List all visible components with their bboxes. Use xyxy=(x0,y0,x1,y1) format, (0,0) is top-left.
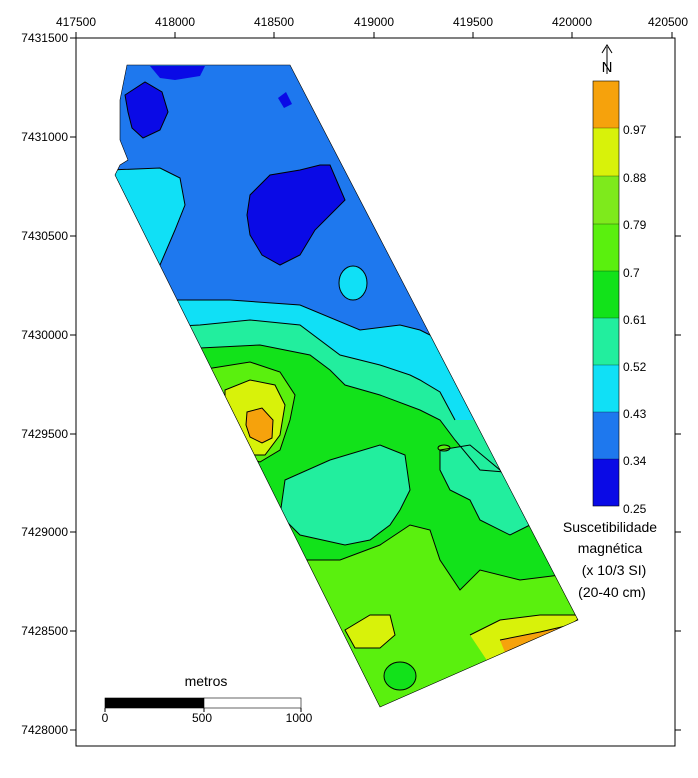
legend-swatch xyxy=(593,81,619,128)
legend-swatch xyxy=(593,318,619,365)
color-legend: 0.25 0.34 0.43 0.52 0.61 0.7 0.79 0.88 0… xyxy=(592,80,647,516)
contour-lines xyxy=(115,81,578,691)
legend-label: 0.61 xyxy=(623,313,647,327)
legend-swatch xyxy=(593,412,619,459)
y-tick-label: 7428000 xyxy=(21,723,68,737)
legend-caption-line: magnética xyxy=(578,540,643,556)
x-axis: 417500 418000 418500 419000 419500 42000… xyxy=(56,15,688,38)
legend-swatch xyxy=(593,271,619,318)
scale-bar-label: 0 xyxy=(102,711,109,725)
legend-label: 0.97 xyxy=(623,123,647,137)
legend-caption-line: Suscetibilidade xyxy=(563,519,657,535)
legend-caption-line: (x 10/3 SI) xyxy=(582,562,647,578)
map-frame xyxy=(75,37,676,747)
susceptibility-field xyxy=(115,65,578,707)
legend-swatch xyxy=(593,365,619,412)
north-arrow-icon: N xyxy=(601,44,613,76)
legend-swatch xyxy=(593,224,619,271)
x-tick-label: 420000 xyxy=(552,15,592,29)
legend-label: 0.25 xyxy=(623,502,647,516)
y-tick-label: 7428500 xyxy=(21,624,68,638)
y-tick-label: 7430000 xyxy=(21,328,68,342)
y-tick-label: 7431500 xyxy=(21,31,68,45)
y-tick-label: 7429500 xyxy=(21,427,68,441)
legend-label: 0.79 xyxy=(623,218,647,232)
x-tick-label: 419500 xyxy=(453,15,493,29)
scale-bar: metros 0 500 1000 xyxy=(102,673,313,725)
x-tick-label: 419000 xyxy=(354,15,394,29)
legend-swatch xyxy=(593,128,619,176)
field-boundary xyxy=(114,64,579,708)
north-label: N xyxy=(602,59,613,76)
x-tick-label: 417500 xyxy=(56,15,96,29)
legend-swatch xyxy=(593,176,619,224)
legend-label: 0.34 xyxy=(623,454,647,468)
legend-caption-line: (20-40 cm) xyxy=(578,584,646,600)
scale-bar-label: 1000 xyxy=(286,711,313,725)
x-tick-label: 418500 xyxy=(254,15,294,29)
y-tick-label: 7429000 xyxy=(21,525,68,539)
legend-swatch xyxy=(593,459,619,506)
legend-label: 0.43 xyxy=(623,407,647,421)
x-tick-label: 420500 xyxy=(648,15,688,29)
scale-bar-label: 500 xyxy=(192,711,212,725)
legend-label: 0.88 xyxy=(623,171,647,185)
y-tick-label: 7430500 xyxy=(21,229,68,243)
y-tick-label: 7431000 xyxy=(21,130,68,144)
y-axis: 7431500 7431000 7430500 7430000 7429500 … xyxy=(21,31,681,737)
legend-label: 0.52 xyxy=(623,360,647,374)
legend-caption: Suscetibilidade magnética (x 10/3 SI) (2… xyxy=(563,519,657,600)
x-tick-label: 418000 xyxy=(155,15,195,29)
scale-bar-title: metros xyxy=(185,673,228,689)
legend-label: 0.7 xyxy=(623,266,640,280)
